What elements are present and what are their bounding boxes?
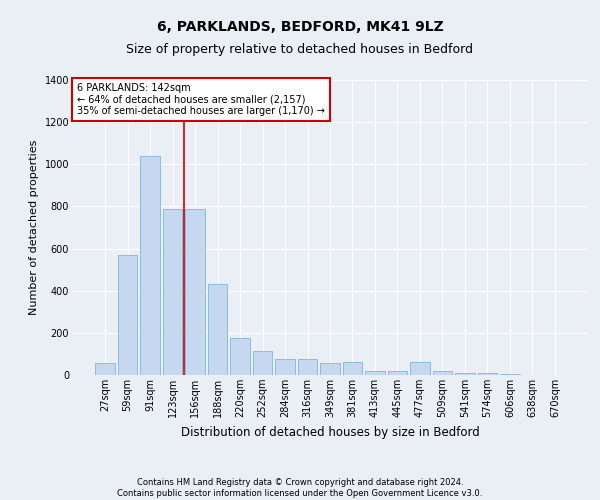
Bar [118, 255, 137, 375]
Bar [208, 284, 227, 375]
Bar [253, 351, 272, 375]
Bar [185, 208, 205, 375]
Text: 6, PARKLANDS, BEDFORD, MK41 9LZ: 6, PARKLANDS, BEDFORD, MK41 9LZ [157, 20, 443, 34]
Bar [230, 338, 250, 375]
Text: Size of property relative to detached houses in Bedford: Size of property relative to detached ho… [127, 42, 473, 56]
X-axis label: Distribution of detached houses by size in Bedford: Distribution of detached houses by size … [181, 426, 479, 438]
Bar [365, 371, 385, 375]
Text: 6 PARKLANDS: 142sqm
← 64% of detached houses are smaller (2,157)
35% of semi-det: 6 PARKLANDS: 142sqm ← 64% of detached ho… [77, 83, 325, 116]
Bar [320, 364, 340, 375]
Bar [455, 373, 475, 375]
Bar [500, 374, 520, 375]
Bar [140, 156, 160, 375]
Text: Contains HM Land Registry data © Crown copyright and database right 2024.
Contai: Contains HM Land Registry data © Crown c… [118, 478, 482, 498]
Bar [478, 373, 497, 375]
Bar [275, 359, 295, 375]
Bar [163, 208, 182, 375]
Y-axis label: Number of detached properties: Number of detached properties [29, 140, 39, 315]
Bar [343, 362, 362, 375]
Bar [95, 364, 115, 375]
Bar [433, 371, 452, 375]
Bar [410, 362, 430, 375]
Bar [298, 359, 317, 375]
Bar [388, 371, 407, 375]
